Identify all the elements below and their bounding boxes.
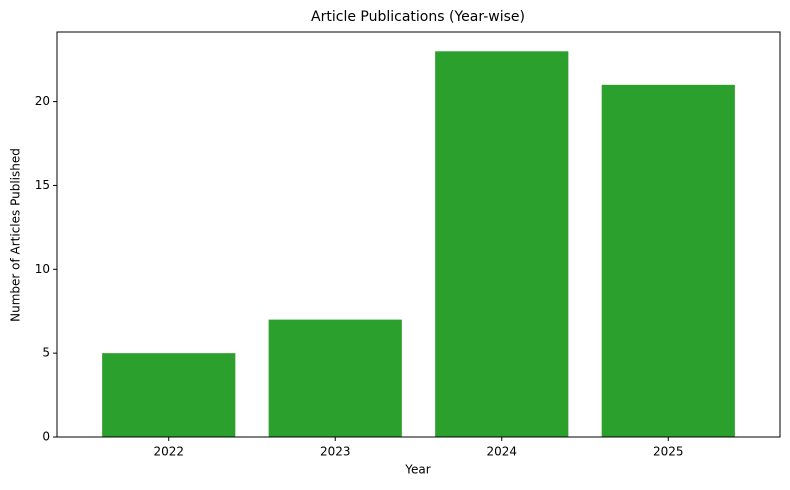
x-tick-label: 2023 <box>320 445 351 459</box>
x-tick-label: 2025 <box>653 445 684 459</box>
bar <box>435 51 569 438</box>
bar <box>601 84 735 438</box>
plot-frame <box>56 31 781 438</box>
x-tick-label: 2024 <box>486 445 517 459</box>
y-tick-label: 15 <box>35 178 50 192</box>
x-axis-label: Year <box>404 463 430 477</box>
y-tick-label: 5 <box>42 346 50 360</box>
x-tick-label: 2022 <box>153 445 184 459</box>
y-tick-label: 0 <box>42 430 50 444</box>
bar <box>268 319 402 437</box>
y-axis-label: Number of Articles Published <box>9 148 23 322</box>
bar <box>102 353 236 437</box>
chart-title: Article Publications (Year-wise) <box>311 9 525 25</box>
y-tick-label: 10 <box>35 262 50 276</box>
y-tick-label: 20 <box>35 94 50 108</box>
